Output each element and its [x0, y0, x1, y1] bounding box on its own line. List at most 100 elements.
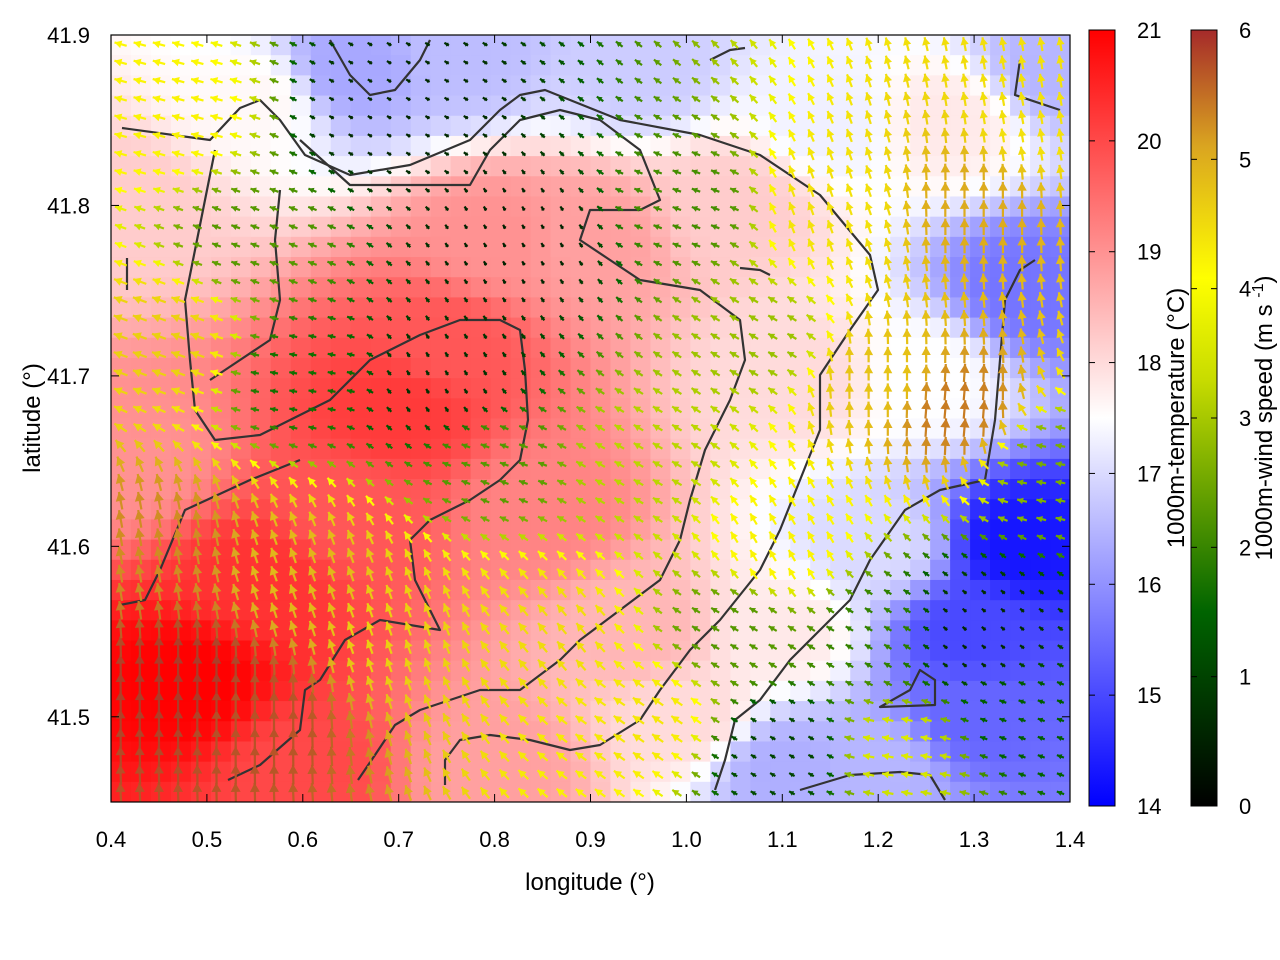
- heatmap-cell: [530, 176, 552, 198]
- heatmap-cell: [550, 438, 572, 460]
- heatmap-cell: [430, 499, 452, 521]
- heatmap-cell: [111, 519, 132, 541]
- heatmap-cell: [530, 438, 552, 460]
- x-tick-label: 0.9: [575, 827, 606, 852]
- heatmap-cell: [610, 357, 632, 379]
- heatmap-cell: [630, 519, 652, 541]
- heatmap-cell: [250, 55, 272, 76]
- heatmap-cell: [250, 378, 272, 399]
- heatmap-cell: [470, 519, 492, 541]
- heatmap-cell: [950, 357, 971, 379]
- heatmap-cell: [310, 317, 332, 339]
- heatmap-cell: [130, 156, 152, 177]
- heatmap-cell: [310, 35, 332, 56]
- wind-colorbar-tick-label: 0: [1239, 794, 1251, 819]
- heatmap-cell: [350, 398, 372, 420]
- heatmap-cell: [710, 176, 731, 198]
- heatmap-cell: [470, 277, 492, 298]
- heatmap-cell: [270, 257, 292, 278]
- heatmap-cell: [410, 236, 432, 258]
- heatmap-cell: [310, 337, 332, 359]
- heatmap-cell: [930, 337, 951, 359]
- temperature-colorbar-tick-label: 21: [1137, 18, 1161, 43]
- heatmap-cell: [670, 479, 691, 500]
- heatmap-cell: [230, 297, 252, 319]
- heatmap-cell: [570, 176, 592, 198]
- heatmap-cell: [330, 458, 352, 480]
- heatmap-cell: [1050, 559, 1070, 581]
- heatmap-cell: [890, 741, 911, 763]
- heatmap-cell: [530, 539, 552, 561]
- temperature-colorbar-tick-label: 20: [1137, 129, 1161, 154]
- heatmap-cell: [350, 600, 372, 621]
- heatmap-cell: [210, 378, 232, 399]
- heatmap-cell: [550, 75, 572, 97]
- heatmap-cell: [310, 75, 332, 97]
- heatmap-cell: [610, 438, 632, 460]
- heatmap-cell: [730, 640, 751, 662]
- temperature-colorbar-tick-label: 17: [1137, 461, 1161, 486]
- heatmap-cell: [210, 55, 232, 76]
- heatmap-cell: [730, 761, 751, 783]
- heatmap-cell: [130, 357, 152, 379]
- heatmap-cell: [770, 176, 791, 198]
- heatmap-cell: [570, 357, 592, 379]
- heatmap-cell: [111, 458, 132, 480]
- heatmap-cell: [190, 196, 212, 218]
- heatmap-cell: [710, 438, 731, 460]
- heatmap-cell: [510, 458, 532, 480]
- y-tick-label: 41.8: [47, 193, 90, 218]
- heatmap-cell: [670, 135, 691, 157]
- heatmap-cell: [510, 640, 532, 662]
- heatmap-cell: [390, 135, 412, 157]
- heatmap-cell: [290, 398, 312, 420]
- heatmap-cell: [550, 337, 572, 359]
- heatmap-cell: [690, 640, 711, 662]
- heatmap-cell: [210, 196, 232, 218]
- heatmap-cell: [550, 378, 572, 399]
- wind-colorbar-tick-label: 3: [1239, 406, 1251, 431]
- heatmap-cell: [550, 620, 572, 642]
- heatmap-cell: [650, 781, 672, 802]
- heatmap-cell: [111, 479, 132, 500]
- heatmap-cell: [390, 479, 412, 500]
- heatmap-cell: [370, 95, 392, 117]
- heatmap-cell: [930, 418, 951, 440]
- heatmap-cell: [630, 55, 652, 76]
- heatmap-cell: [970, 75, 991, 97]
- heatmap-cell: [490, 277, 512, 298]
- heatmap-cell: [1010, 156, 1031, 177]
- heatmap-cell: [1010, 539, 1031, 561]
- heatmap-cell: [570, 257, 592, 278]
- heatmap-cell: [990, 600, 1011, 621]
- heatmap-cell: [470, 196, 492, 218]
- heatmap-cell: [330, 236, 352, 258]
- heatmap-cell: [610, 559, 632, 581]
- heatmap-cell: [430, 236, 452, 258]
- heatmap-cell: [350, 519, 372, 541]
- heatmap-cell: [170, 398, 192, 420]
- heatmap-cell: [111, 438, 132, 460]
- heatmap-cell: [390, 75, 412, 97]
- heatmap-cell: [230, 438, 252, 460]
- heatmap-cell: [590, 357, 612, 379]
- heatmap-cell: [530, 115, 552, 137]
- heatmap-cell: [470, 236, 492, 258]
- heatmap-cell: [1010, 458, 1031, 480]
- heatmap-cell: [890, 559, 911, 581]
- heatmap-cell: [310, 418, 332, 440]
- heatmap-cell: [390, 418, 412, 440]
- temperature-colorbar-tick-label: 15: [1137, 683, 1161, 708]
- heatmap-cell: [330, 660, 352, 682]
- heatmap-cell: [450, 75, 472, 97]
- heatmap-cell: [470, 75, 492, 97]
- heatmap-cell: [950, 115, 971, 137]
- heatmap-cell: [630, 75, 652, 97]
- heatmap-cell: [530, 297, 552, 319]
- heatmap-cell: [670, 337, 691, 359]
- heatmap-cell: [190, 398, 212, 420]
- heatmap-cell: [450, 297, 472, 319]
- heatmap-cell: [510, 539, 532, 561]
- heatmap-cell: [170, 559, 192, 581]
- heatmap-cell: [950, 438, 971, 460]
